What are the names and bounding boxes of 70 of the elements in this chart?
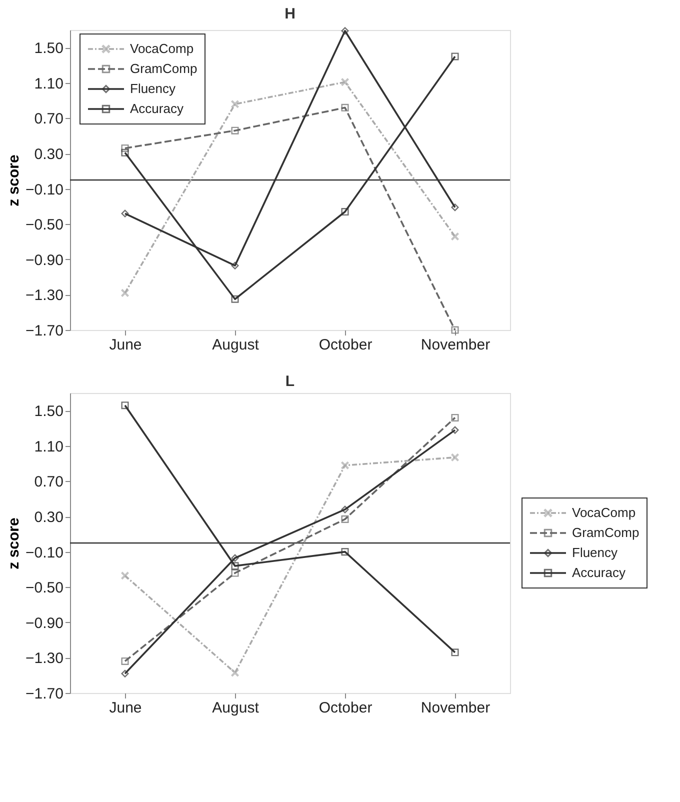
legend-label: Fluency (572, 545, 618, 560)
y-tick-label: −1.30 (26, 287, 64, 304)
y-tick-label: −0.50 (26, 216, 64, 234)
y-tick-label: 0.30 (34, 146, 64, 164)
point (341, 208, 349, 216)
point (121, 289, 129, 297)
point (231, 562, 239, 570)
point (451, 204, 459, 212)
point (341, 548, 349, 556)
y-axis-title: z score (6, 518, 23, 570)
y-tick-label: 0.70 (34, 110, 64, 128)
point (451, 232, 459, 240)
y-tick-label: 1.10 (34, 75, 64, 92)
legend-label: Fluency (130, 81, 176, 96)
x-tick-label: October (318, 700, 372, 716)
y-axis-title: z score (6, 154, 23, 206)
point (231, 668, 239, 676)
point (341, 462, 349, 470)
point (231, 569, 239, 577)
legend-label: GramComp (130, 61, 198, 76)
point (451, 454, 459, 462)
y-tick-label: −0.90 (26, 252, 64, 269)
legend-label: VocaComp (572, 505, 636, 520)
y-tick-label: −1.70 (26, 686, 64, 702)
x-tick-label: November (420, 336, 490, 354)
point (121, 670, 129, 678)
x-tick-label: October (318, 336, 372, 354)
y-tick-label: −1.30 (26, 650, 64, 668)
x-tick-label: June (109, 336, 142, 354)
point (231, 100, 239, 108)
point (121, 657, 129, 665)
point (121, 572, 129, 580)
point (451, 326, 459, 334)
y-tick-label: −0.90 (26, 614, 64, 632)
point (451, 414, 459, 422)
point (451, 648, 459, 656)
y-tick-label: 1.50 (34, 40, 64, 58)
point (231, 126, 239, 134)
y-tick-label: −0.10 (26, 544, 64, 562)
point (121, 148, 129, 156)
chart-title: H (284, 5, 296, 22)
point (231, 295, 239, 303)
legend-label: Accuracy (572, 565, 626, 580)
point (451, 52, 459, 60)
point (341, 515, 349, 523)
point (231, 554, 239, 562)
point (121, 144, 129, 152)
point (341, 27, 349, 35)
y-tick-label: −0.10 (26, 181, 64, 198)
x-tick-label: August (212, 336, 260, 354)
y-tick-label: −0.50 (26, 580, 64, 597)
point (231, 262, 239, 270)
x-tick-label: August (212, 700, 260, 716)
point (341, 104, 349, 112)
x-tick-label: June (109, 700, 142, 716)
y-tick-label: 0.30 (34, 509, 64, 526)
y-tick-label: 0.70 (34, 474, 64, 491)
chart-title: L (285, 373, 295, 390)
legend-label: Accuracy (130, 101, 184, 116)
y-tick-label: −1.70 (26, 322, 64, 340)
legend-label: GramComp (572, 525, 640, 540)
y-tick-label: 1.10 (34, 438, 64, 456)
point (121, 402, 129, 410)
point (341, 506, 349, 514)
x-tick-label: November (420, 700, 490, 716)
point (451, 426, 459, 434)
y-tick-label: 1.50 (34, 403, 64, 420)
legend-label: VocaComp (130, 41, 194, 56)
point (341, 78, 349, 86)
point (121, 210, 129, 218)
